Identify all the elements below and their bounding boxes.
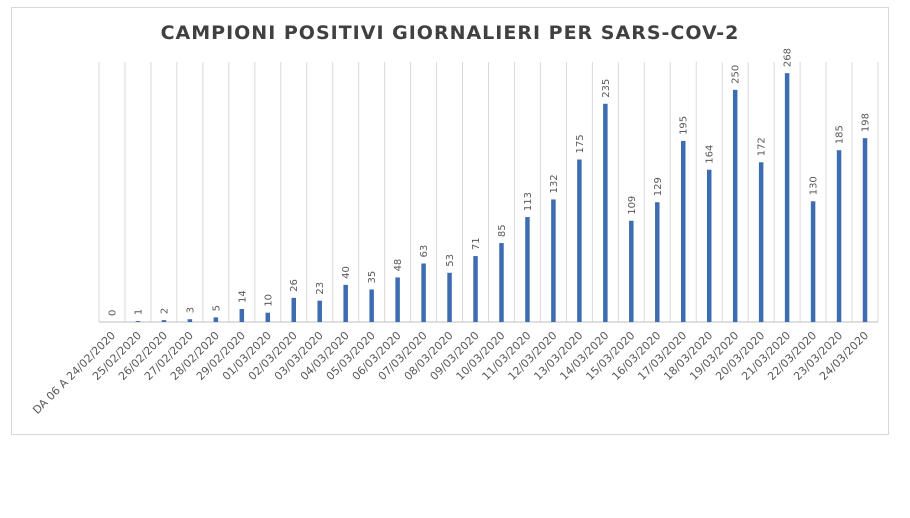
data-label: 3 [185,307,196,313]
bar [135,321,141,322]
bar [732,89,738,322]
bar [629,220,634,322]
data-label: 172 [757,137,768,156]
bar [525,217,530,322]
bar [810,201,816,322]
bar [577,159,582,322]
bar [395,277,400,322]
bar [343,284,348,322]
data-label: 198 [861,113,872,132]
data-label: 129 [653,177,664,196]
bar [369,289,374,322]
chart-title: CAMPIONI POSITIVI GIORNALIERI PER SARS-C… [160,22,740,44]
data-label: 35 [367,271,378,284]
data-label: 5 [211,305,222,311]
bar [862,138,868,322]
bar [784,73,790,323]
data-label: 250 [731,65,742,84]
chart-frame: CAMPIONI POSITIVI GIORNALIERI PER SARS-C… [11,7,889,435]
data-label: 40 [341,266,352,279]
data-label: 63 [419,245,430,258]
data-label: 113 [523,192,534,211]
data-label: 85 [497,224,508,237]
data-label: 10 [263,294,274,307]
data-label: 14 [237,290,248,303]
data-label: 235 [601,79,612,98]
bar [473,256,478,322]
data-label: 53 [445,254,456,267]
bar [551,199,556,322]
data-label: 268 [783,48,794,67]
data-label: 109 [627,196,638,215]
data-label: 175 [575,134,586,153]
data-label: 2 [159,308,170,314]
data-label: 164 [705,145,716,164]
data-label: 26 [289,279,300,292]
data-label: 48 [393,259,404,272]
bar [603,103,608,323]
bar [681,140,686,322]
data-label: 23 [315,282,326,295]
data-label: 1 [133,309,144,315]
bar [187,319,193,322]
bar [421,263,426,322]
data-label: 130 [809,176,820,195]
data-label: 185 [835,125,846,144]
bar [447,272,452,322]
bar [317,300,322,322]
bar [161,320,167,322]
bar [706,169,712,322]
bar [213,317,219,322]
bar [655,202,660,322]
bar [265,312,271,322]
bar [499,243,504,322]
bar [291,297,296,322]
bar [239,309,245,322]
bar [758,162,764,322]
data-label: 132 [549,174,560,193]
data-label: 0 [107,310,118,316]
bar [836,150,842,322]
data-label: 71 [471,237,482,250]
data-label: 195 [679,116,690,135]
